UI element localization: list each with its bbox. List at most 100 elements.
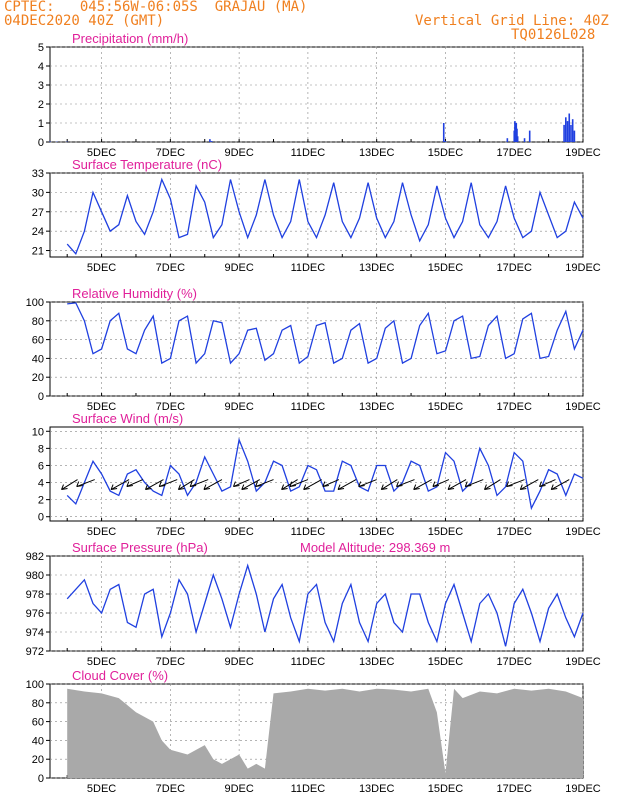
x-tick-label: 11DEC: [291, 783, 326, 795]
wind-arrow-head: [241, 484, 248, 491]
y-tick-label: 0: [38, 773, 44, 785]
wind-arrow: [413, 479, 432, 490]
precip-bar: [506, 138, 509, 142]
wind-arrow-head: [396, 481, 403, 488]
x-tick-label: 11DEC: [291, 401, 326, 413]
wind-arrow: [381, 479, 398, 490]
x-tick-label: 17DEC: [496, 147, 532, 159]
panel-title: Relative Humidity (%): [72, 286, 197, 301]
series-line: [67, 302, 584, 365]
x-tick-label: 11DEC: [291, 147, 326, 159]
x-tick-label: 9DEC: [224, 783, 253, 795]
y-tick-label: 27: [32, 207, 44, 219]
x-tick-label: 5DEC: [87, 526, 116, 538]
precip-bar: [568, 113, 571, 142]
x-tick-label: 9DEC: [224, 656, 253, 668]
x-tick-label: 19DEC: [565, 656, 601, 668]
series-line: [66, 437, 584, 511]
x-tick-label: 17DEC: [496, 401, 532, 413]
x-tick-label: 9DEC: [224, 401, 253, 413]
y-tick-label: 0: [38, 137, 44, 149]
precip-bar: [516, 128, 518, 142]
wind-arrow: [358, 479, 377, 488]
wind-arrow-head: [358, 481, 365, 488]
wind-arrow-head: [337, 484, 345, 491]
panel-annotation: Model Altitude: 298.369 m: [300, 540, 450, 555]
wind-arrow: [396, 479, 415, 488]
y-tick-label: 1: [38, 118, 44, 130]
precip-bar: [563, 124, 565, 142]
y-tick-label: 976: [26, 608, 44, 620]
y-tick-label: 10: [32, 426, 44, 438]
y-tick-label: 3: [38, 80, 44, 92]
wind-arrow-head: [464, 481, 472, 488]
y-tick-label: 40: [32, 735, 44, 747]
y-tick-label: 4: [38, 61, 44, 73]
x-tick-label: 15DEC: [428, 656, 464, 668]
x-tick-label: 15DEC: [428, 147, 464, 159]
x-tick-label: 5DEC: [87, 656, 116, 668]
x-tick-label: 15DEC: [428, 783, 464, 795]
x-tick-label: 7DEC: [156, 526, 185, 538]
wind-arrow: [145, 479, 164, 490]
precip-bar: [571, 119, 574, 142]
wind-arrow: [506, 479, 525, 488]
wind-arrow-head: [539, 481, 546, 488]
x-tick-label: 19DEC: [565, 783, 601, 795]
precip-bar: [444, 141, 447, 142]
y-tick-label: 20: [32, 754, 44, 766]
header-right-line2: TQ0126L028: [511, 27, 596, 43]
x-tick-label: 11DEC: [291, 656, 326, 668]
y-tick-label: 60: [32, 335, 44, 347]
y-tick-label: 974: [26, 627, 44, 639]
panel-title: Cloud Cover (%): [72, 668, 168, 683]
x-tick-label: 5DEC: [87, 147, 116, 159]
precip-bar: [528, 130, 531, 142]
wind-arrow: [465, 479, 484, 488]
precip-bar: [442, 123, 445, 142]
wind-arrow: [255, 479, 274, 488]
wind-arrow: [337, 479, 357, 490]
wind-arrow: [203, 479, 223, 490]
wind-arrow-head: [550, 484, 558, 491]
y-tick-label: 4: [38, 478, 44, 490]
panel-frame: [49, 426, 584, 522]
panel-title: Surface Pressure (hPa): [72, 540, 208, 555]
y-tick-label: 0: [38, 391, 44, 403]
precip-bar: [209, 139, 211, 142]
wind-arrow: [241, 479, 261, 490]
x-tick-label: 17DEC: [496, 526, 532, 538]
wind-arrow: [432, 479, 450, 488]
wind-arrow: [289, 479, 309, 488]
wind-arrow-head: [289, 481, 296, 488]
wind-arrow-head: [110, 484, 118, 491]
panel-title: Surface Temperature (nC): [72, 157, 222, 172]
precip-bar: [565, 117, 567, 142]
wind-arrow-head: [158, 481, 166, 488]
panel-frame: [49, 172, 584, 258]
x-tick-label: 13DEC: [359, 656, 395, 668]
x-tick-label: 13DEC: [359, 526, 395, 538]
panel-2: [46, 172, 584, 258]
x-tick-label: 19DEC: [565, 147, 601, 159]
panel-6: [46, 683, 584, 779]
header-left-line2: 04DEC2020 40Z (GMT): [4, 13, 165, 29]
y-tick-label: 21: [32, 246, 44, 258]
x-tick-label: 5DEC: [87, 401, 116, 413]
wind-arrow-head: [322, 481, 329, 488]
wind-arrow-head: [506, 481, 513, 488]
x-tick-label: 7DEC: [156, 656, 185, 668]
wind-arrow-head: [303, 484, 310, 491]
wind-arrow-head: [255, 481, 262, 488]
wind-arrow-head: [519, 484, 527, 491]
wind-arrow: [447, 479, 467, 490]
wind-arrow-head: [203, 484, 211, 491]
y-tick-label: 100: [26, 679, 44, 691]
y-tick-label: 33: [32, 168, 44, 180]
y-tick-label: 30: [32, 187, 44, 199]
x-tick-label: 19DEC: [565, 401, 601, 413]
panel-frame: [49, 46, 584, 143]
y-tick-label: 20: [32, 372, 44, 384]
x-tick-label: 7DEC: [156, 147, 185, 159]
